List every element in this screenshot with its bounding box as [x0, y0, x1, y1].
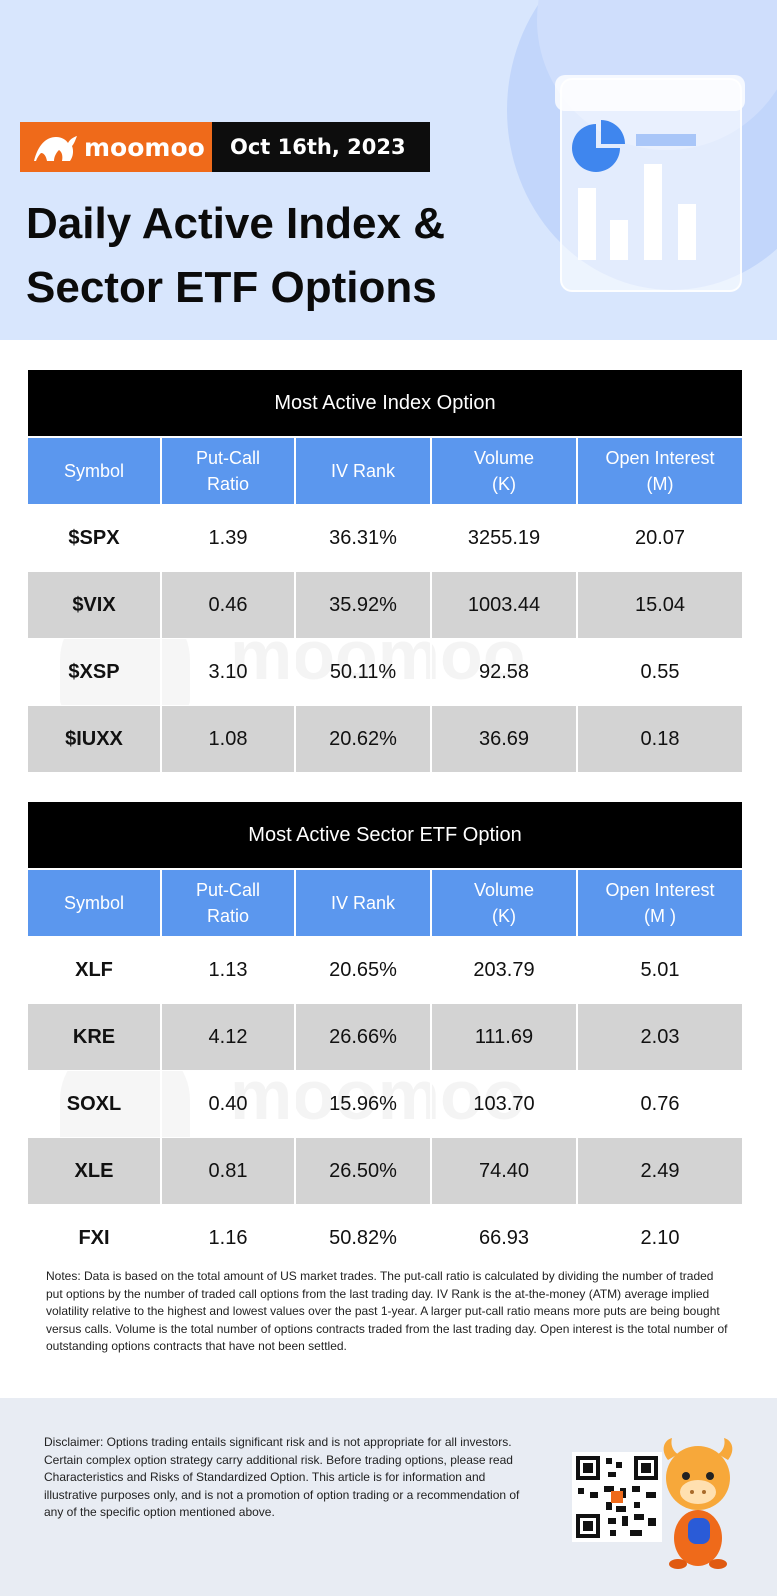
moomoo-bull-icon: [34, 136, 77, 161]
hero-banner: moomoo Oct 16th, 2023 Daily Active Index…: [0, 0, 777, 340]
report-date: Oct 16th, 2023: [212, 122, 430, 172]
cell-open-interest: 15.04: [578, 571, 742, 638]
disclaimer-text: Disclaimer: Options trading entails sign…: [44, 1435, 520, 1520]
cell-open-interest: 2.10: [578, 1204, 742, 1271]
cell-volume: 203.79: [432, 936, 578, 1003]
mascot-bull-icon: [658, 1426, 738, 1576]
table-caption: Most Active Sector ETF Option: [28, 802, 742, 868]
cell-volume: 92.58: [432, 638, 578, 705]
cell-iv-rank: 50.82%: [296, 1204, 432, 1271]
column-header-symbol: Symbol: [28, 436, 162, 504]
brand-name: moomoo: [84, 132, 205, 162]
cell-volume: 66.93: [432, 1204, 578, 1271]
qr-code-icon[interactable]: [572, 1452, 662, 1542]
column-header-volume: Volume (K): [432, 868, 578, 936]
cell-symbol: SOXL: [28, 1070, 162, 1137]
column-header-iv-rank: IV Rank: [296, 436, 432, 504]
cell-symbol: $SPX: [28, 504, 162, 571]
brand-logo: moomoo: [20, 122, 212, 172]
cell-ratio: 1.16: [162, 1204, 296, 1271]
cell-iv-rank: 50.11%: [296, 638, 432, 705]
table-row: $VIX 0.46 35.92% 1003.44 15.04: [28, 571, 742, 638]
cell-symbol: XLF: [28, 936, 162, 1003]
index-options-table: Most Active Index Option Symbol Put-Call…: [28, 370, 742, 772]
table-row: XLF 1.13 20.65% 203.79 5.01: [28, 936, 742, 1003]
cell-open-interest: 0.76: [578, 1070, 742, 1137]
cell-volume: 103.70: [432, 1070, 578, 1137]
column-header-put-call-ratio: Put-Call Ratio: [162, 868, 296, 936]
cell-ratio: 4.12: [162, 1003, 296, 1070]
table-row: FXI 1.16 50.82% 66.93 2.10: [28, 1204, 742, 1271]
cell-ratio: 0.40: [162, 1070, 296, 1137]
cell-volume: 1003.44: [432, 571, 578, 638]
cell-symbol: $VIX: [28, 571, 162, 638]
cell-iv-rank: 26.66%: [296, 1003, 432, 1070]
cell-iv-rank: 20.65%: [296, 936, 432, 1003]
cell-symbol: FXI: [28, 1204, 162, 1271]
cell-volume: 3255.19: [432, 504, 578, 571]
table-row: XLE 0.81 26.50% 74.40 2.49: [28, 1137, 742, 1204]
cell-iv-rank: 35.92%: [296, 571, 432, 638]
column-header-open-interest: Open Interest (M ): [578, 868, 742, 936]
cell-symbol: $IUXX: [28, 705, 162, 772]
table-row: $SPX 1.39 36.31% 3255.19 20.07: [28, 504, 742, 571]
cell-open-interest: 0.18: [578, 705, 742, 772]
cell-iv-rank: 26.50%: [296, 1137, 432, 1204]
column-header-symbol: Symbol: [28, 868, 162, 936]
cell-iv-rank: 15.96%: [296, 1070, 432, 1137]
cell-open-interest: 2.03: [578, 1003, 742, 1070]
column-header-iv-rank: IV Rank: [296, 868, 432, 936]
footer: Disclaimer: Options trading entails sign…: [0, 1398, 777, 1596]
column-header-put-call-ratio: Put-Call Ratio: [162, 436, 296, 504]
notes-text: Notes: Data is based on the total amount…: [46, 1269, 728, 1354]
cell-iv-rank: 36.31%: [296, 504, 432, 571]
cell-symbol: KRE: [28, 1003, 162, 1070]
cell-iv-rank: 20.62%: [296, 705, 432, 772]
cell-ratio: 1.39: [162, 504, 296, 571]
column-header-open-interest: Open Interest (M): [578, 436, 742, 504]
cell-open-interest: 2.49: [578, 1137, 742, 1204]
cell-open-interest: 5.01: [578, 936, 742, 1003]
cell-volume: 74.40: [432, 1137, 578, 1204]
brand-header: moomoo Oct 16th, 2023: [20, 122, 430, 172]
cell-symbol: $XSP: [28, 638, 162, 705]
table-caption: Most Active Index Option: [28, 370, 742, 436]
table-row: $IUXX 1.08 20.62% 36.69 0.18: [28, 705, 742, 772]
cell-ratio: 3.10: [162, 638, 296, 705]
cell-open-interest: 20.07: [578, 504, 742, 571]
cell-ratio: 0.81: [162, 1137, 296, 1204]
cell-volume: 111.69: [432, 1003, 578, 1070]
table-row: $XSP 3.10 50.11% 92.58 0.55: [28, 638, 742, 705]
cell-volume: 36.69: [432, 705, 578, 772]
cell-ratio: 0.46: [162, 571, 296, 638]
cell-open-interest: 0.55: [578, 638, 742, 705]
table-row: SOXL 0.40 15.96% 103.70 0.76: [28, 1070, 742, 1137]
sector-etf-options-table: Most Active Sector ETF Option Symbol Put…: [28, 802, 742, 1271]
cell-ratio: 1.13: [162, 936, 296, 1003]
cell-symbol: XLE: [28, 1137, 162, 1204]
page-title: Daily Active Index & Sector ETF Options: [26, 199, 445, 312]
column-header-volume: Volume (K): [432, 436, 578, 504]
cell-ratio: 1.08: [162, 705, 296, 772]
table-row: KRE 4.12 26.66% 111.69 2.03: [28, 1003, 742, 1070]
